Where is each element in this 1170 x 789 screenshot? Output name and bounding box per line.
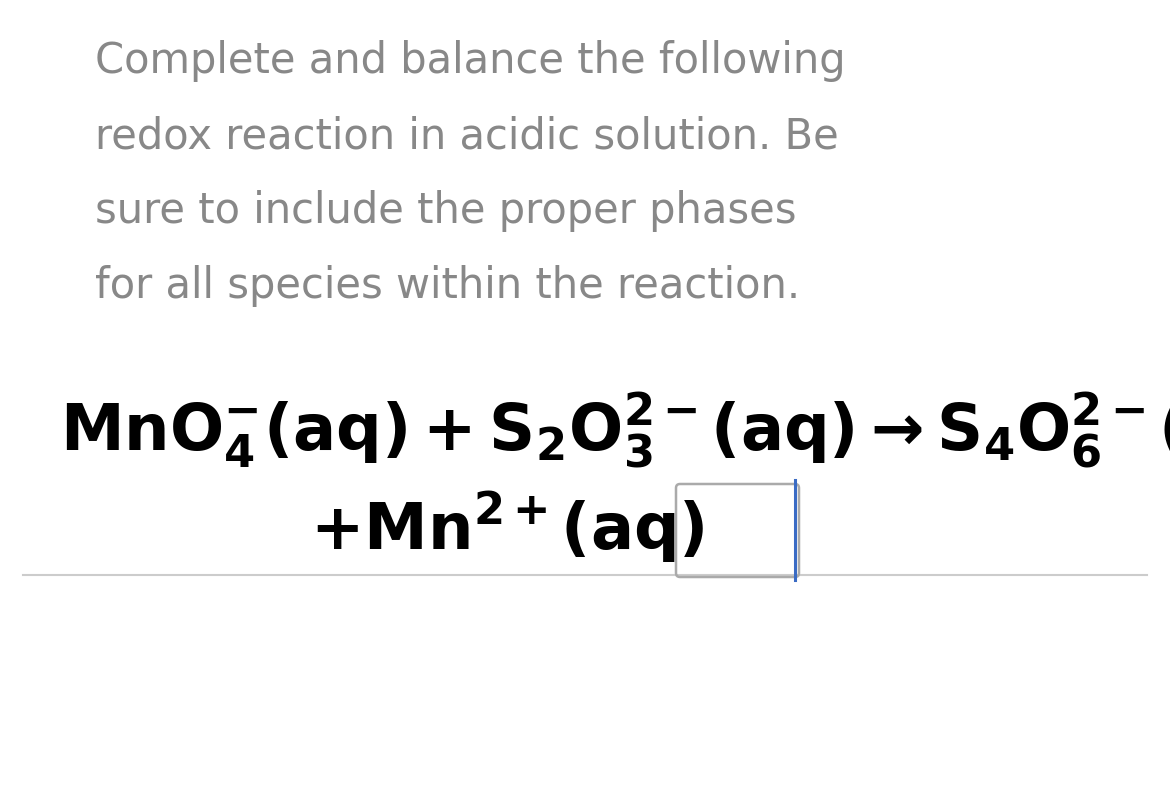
Text: $\mathdefault{MnO_4^{-}(aq) + S_2O_3^{2-}(aq) \rightarrow S_4O_6^{2-}(aq)}$: $\mathdefault{MnO_4^{-}(aq) + S_2O_3^{2-… xyxy=(60,390,1170,470)
Text: redox reaction in acidic solution. Be: redox reaction in acidic solution. Be xyxy=(95,115,839,157)
Text: $\mathdefault{+ Mn^{2+}(aq)}$: $\mathdefault{+ Mn^{2+}(aq)}$ xyxy=(310,490,704,565)
Text: for all species within the reaction.: for all species within the reaction. xyxy=(95,265,800,307)
Text: sure to include the proper phases: sure to include the proper phases xyxy=(95,190,797,232)
Text: Complete and balance the following: Complete and balance the following xyxy=(95,40,846,82)
